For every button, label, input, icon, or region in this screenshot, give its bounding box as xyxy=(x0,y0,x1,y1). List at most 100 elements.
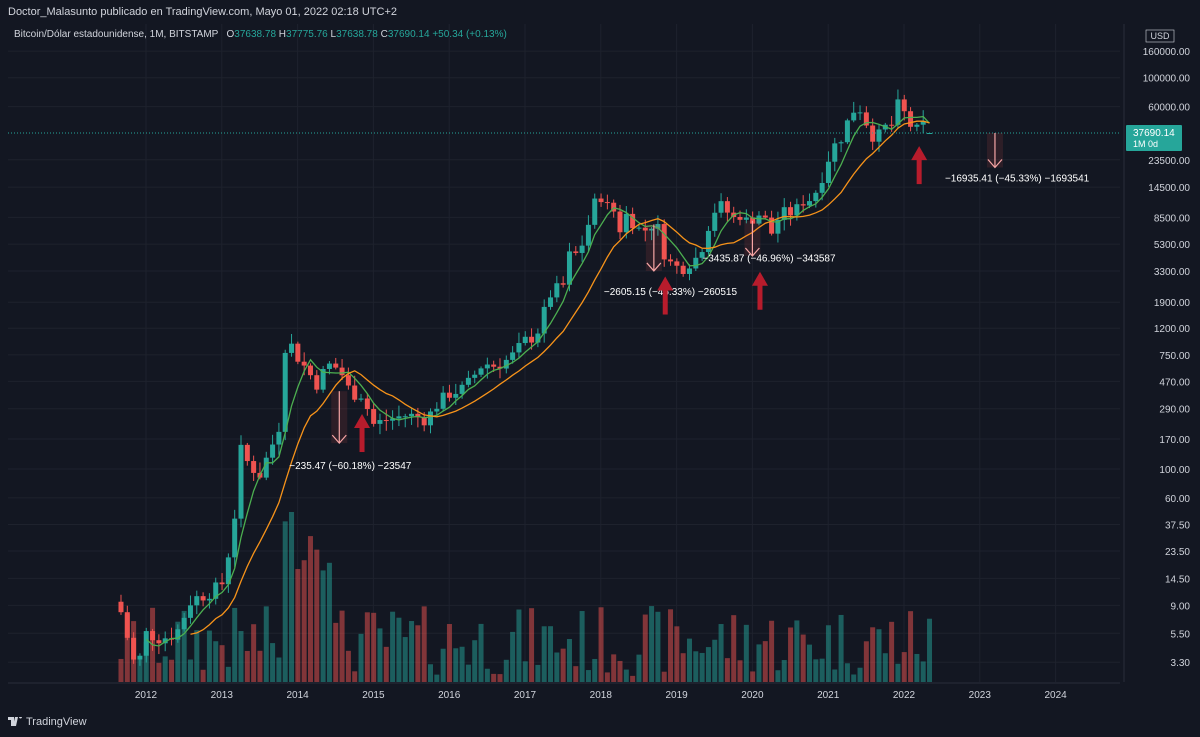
candle-body xyxy=(143,631,149,656)
volume-bar xyxy=(364,612,370,682)
candle-body xyxy=(743,217,749,220)
candle-body xyxy=(579,245,585,253)
price-tick-label: 1200.00 xyxy=(1154,324,1191,335)
volume-bar xyxy=(522,661,528,682)
candle-body xyxy=(920,120,926,125)
candle-body xyxy=(465,377,471,385)
volume-bar xyxy=(307,536,313,682)
price-tick-label: 8500.00 xyxy=(1154,213,1191,224)
volume-bar xyxy=(895,663,901,682)
candle-body xyxy=(409,413,415,417)
price-tick-label: 5.50 xyxy=(1171,629,1191,640)
volume-bar xyxy=(927,618,933,682)
volume-bar xyxy=(510,631,516,682)
candle-body xyxy=(813,192,819,202)
volume-bar xyxy=(415,625,421,682)
volume-bar xyxy=(661,671,667,682)
candle-body xyxy=(478,368,484,375)
volume-bar xyxy=(788,627,794,682)
candle-body xyxy=(307,365,313,376)
candle-body xyxy=(705,230,711,253)
volume-bar xyxy=(851,674,857,682)
volume-bar xyxy=(326,562,332,682)
publisher-line: Doctor_Malasunto publicado en TradingVie… xyxy=(8,6,398,18)
volume-bar xyxy=(775,670,781,682)
candle-body xyxy=(851,112,857,121)
legend-change: +50.34 (+0.13%) xyxy=(432,29,507,40)
volume-bar xyxy=(503,659,509,682)
drawdown-2019-arrow-head xyxy=(744,247,760,257)
candle-body xyxy=(421,417,427,426)
candle-body xyxy=(510,352,516,360)
time-tick-label: 2015 xyxy=(362,690,385,701)
candle-body xyxy=(320,368,326,390)
volume-bar xyxy=(686,638,692,682)
volume-bar xyxy=(421,606,427,682)
volume-bar xyxy=(813,659,819,682)
candle-body xyxy=(718,201,724,213)
candle-body xyxy=(472,374,478,378)
volume-bar xyxy=(566,639,572,682)
volume-bar xyxy=(472,640,478,682)
price-tick-label: 100000.00 xyxy=(1143,74,1191,85)
candle-body xyxy=(187,605,193,618)
volume-bar xyxy=(762,641,768,682)
drawdown-2014-arrow-head xyxy=(331,434,347,445)
volume-bar xyxy=(263,606,269,682)
time-tick-label: 2019 xyxy=(665,690,688,701)
volume-bar xyxy=(876,629,882,682)
candle-body xyxy=(655,224,661,229)
symbol-legend: Bitcoin/Dólar estadounidense, 1M, BITSTA… xyxy=(14,29,507,40)
legend-open-label: O xyxy=(226,29,235,40)
volume-bar xyxy=(794,620,800,682)
volume-bar xyxy=(693,651,699,682)
candle-body xyxy=(630,213,636,229)
legend-close-label: C xyxy=(380,29,388,40)
volume-bar xyxy=(863,641,869,682)
candle-body xyxy=(396,416,402,419)
candle-body xyxy=(611,202,617,212)
candle-body xyxy=(516,343,522,353)
candle-body xyxy=(554,283,560,298)
volume-bar xyxy=(270,643,276,682)
volume-bar xyxy=(377,628,383,682)
volume-bar xyxy=(920,661,926,682)
volume-bar xyxy=(358,633,364,682)
candle-body xyxy=(750,217,756,224)
candle-body xyxy=(181,617,187,630)
volume-bar xyxy=(434,674,440,682)
candle-body xyxy=(566,251,572,285)
time-tick-label: 2024 xyxy=(1044,690,1067,701)
candle-body xyxy=(175,629,181,640)
candle-body xyxy=(371,409,377,424)
volume-bar xyxy=(289,512,295,682)
tradingview-logo[interactable]: TradingView xyxy=(8,716,87,728)
candle-body xyxy=(219,582,225,585)
price-chart[interactable]: −235.47 (−60.18%) −23547 −2605.15 (−45.33… xyxy=(0,24,1200,714)
volume-bar xyxy=(314,549,320,682)
volume-bar xyxy=(232,607,238,682)
volume-bar xyxy=(187,659,193,682)
volume-bar xyxy=(554,652,560,682)
price-tick-label: 1900.00 xyxy=(1154,298,1191,309)
buy-arrow-2015-shaft xyxy=(359,424,365,453)
buy-arrow-2019-head xyxy=(657,276,674,291)
volume-bar xyxy=(604,672,610,682)
chart-area[interactable]: −235.47 (−60.18%) −23547 −2605.15 (−45.33… xyxy=(0,24,1200,714)
price-tick-label: 750.00 xyxy=(1159,351,1190,362)
volume-bar xyxy=(844,663,850,682)
tradingview-brand: TradingView xyxy=(26,716,87,728)
volume-bar xyxy=(535,664,541,682)
volume-bar xyxy=(402,637,408,682)
volume-bar xyxy=(548,626,554,682)
buy-arrow-2020-shaft xyxy=(757,281,763,310)
legend-high-label: H xyxy=(278,29,287,40)
candle-body xyxy=(276,431,282,445)
candle-body xyxy=(686,268,692,274)
volume-bar xyxy=(630,675,636,682)
volume-bar xyxy=(724,658,730,682)
volume-bar xyxy=(446,624,452,682)
volume-bar xyxy=(699,652,705,682)
drawdown-2014-label: −235.47 (−60.18%) −23547 xyxy=(289,461,411,472)
volume-bar xyxy=(908,611,914,682)
